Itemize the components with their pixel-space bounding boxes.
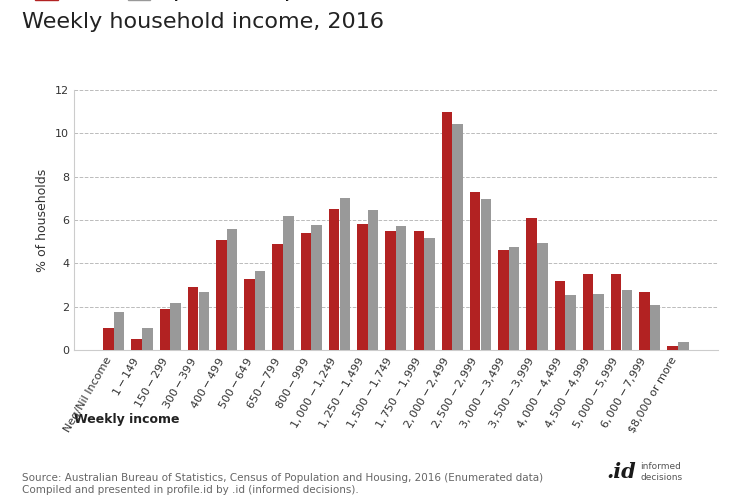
Bar xyxy=(396,226,406,350)
Bar xyxy=(498,250,508,350)
Bar xyxy=(114,312,124,350)
Bar xyxy=(386,231,396,350)
Bar xyxy=(470,192,480,350)
Bar xyxy=(611,274,622,350)
Bar xyxy=(639,292,650,350)
Bar xyxy=(283,216,294,350)
Text: .id: .id xyxy=(607,462,636,482)
Bar xyxy=(583,274,593,350)
Bar xyxy=(452,124,463,350)
Y-axis label: % of households: % of households xyxy=(36,168,50,272)
Bar xyxy=(312,226,322,350)
Bar xyxy=(357,224,368,350)
Bar xyxy=(537,243,548,350)
Bar xyxy=(424,238,434,350)
Bar xyxy=(481,200,491,350)
Bar xyxy=(198,292,209,350)
Bar xyxy=(244,278,255,350)
Bar xyxy=(188,287,198,350)
Bar xyxy=(593,294,604,350)
Bar xyxy=(160,309,170,350)
Bar xyxy=(622,290,632,350)
Bar xyxy=(272,244,283,350)
Text: informed
decisions: informed decisions xyxy=(640,462,682,482)
Bar xyxy=(170,304,181,350)
Bar xyxy=(442,112,452,350)
Bar xyxy=(255,271,266,350)
Bar xyxy=(340,198,350,350)
Bar xyxy=(650,304,660,350)
Text: Source: Australian Bureau of Statistics, Census of Population and Housing, 2016 : Source: Australian Bureau of Statistics,… xyxy=(22,474,543,495)
Bar xyxy=(226,228,238,350)
Bar xyxy=(509,247,519,350)
Bar xyxy=(368,210,378,350)
Bar xyxy=(216,240,226,350)
Bar xyxy=(678,342,688,350)
Bar xyxy=(554,280,565,350)
Bar xyxy=(414,231,424,350)
Text: Weekly household income, 2016: Weekly household income, 2016 xyxy=(22,12,384,32)
Bar xyxy=(132,339,142,350)
Bar xyxy=(142,328,152,350)
Bar xyxy=(104,328,114,350)
Text: Weekly income: Weekly income xyxy=(74,412,180,426)
Bar xyxy=(329,209,340,350)
Bar xyxy=(667,346,678,350)
Bar xyxy=(565,294,576,350)
Bar xyxy=(300,233,311,350)
Bar xyxy=(526,218,536,350)
